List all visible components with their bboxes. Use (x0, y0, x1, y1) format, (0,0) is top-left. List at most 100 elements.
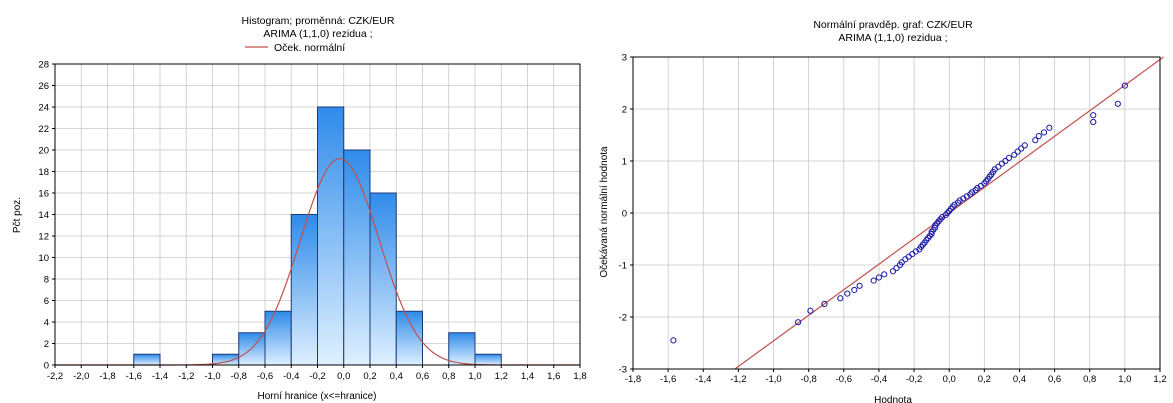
npp-data-point (1090, 112, 1097, 119)
histogram-legend: Oček. normální (245, 42, 345, 54)
histogram-bar (343, 149, 371, 366)
npp-data-point (893, 265, 900, 272)
npp-data-point (905, 253, 912, 260)
npp-x-tick-label: -1,0 (765, 374, 781, 385)
npp-y-tick-label: -2 (619, 313, 627, 324)
npp-data-point (1011, 151, 1018, 158)
histogram-bar (448, 332, 476, 366)
npp-x-tick-label: 0,2 (978, 374, 991, 385)
npp-y-tick-label: 0 (622, 209, 627, 220)
npp-data-point (998, 160, 1006, 167)
npp-y-tick-label: 1 (622, 157, 627, 168)
histogram-x-ticks: -2,2 -2,0 -1,8 -1,6 -1,4 -1,2 -1,0 -0,8 -0,6 -0,4… (47, 365, 587, 382)
npp-data-point (1018, 145, 1025, 152)
histogram-y-tick-label: 24 (38, 103, 49, 114)
histogram-x-tick-label: 0,0 (337, 371, 350, 382)
normal-probability-chart: Normální pravděp. graf: CZK/EUR ARIMA (1… (599, 19, 1167, 403)
npp-x-tick-label: 0,0 (943, 374, 956, 385)
histogram-y-tick-label: 0 (44, 361, 49, 372)
histogram-y-tick-label: 14 (38, 210, 49, 221)
histogram-x-tick-label: -1,0 (204, 371, 220, 382)
histogram-x-tick-label: 0,2 (363, 371, 376, 382)
npp-data-point (1032, 137, 1039, 144)
histogram-y-tick-label: 22 (38, 124, 49, 135)
npp-data-point (1002, 157, 1009, 165)
histogram-bar (395, 310, 423, 366)
histogram-x-axis-label: Horní hranice (x<=hranice) (258, 391, 377, 402)
npp-data-point (889, 268, 897, 275)
npp-y-tick-label: -3 (619, 365, 627, 376)
histogram-y-tick-label: 4 (44, 318, 49, 329)
npp-data-point (1021, 142, 1028, 149)
npp-y-ticks: -3 -2 -1 0 1 2 3 (619, 53, 633, 376)
npp-y-tick-label: -1 (619, 261, 627, 272)
npp-data-point (821, 300, 828, 308)
npp-data-point (1090, 118, 1097, 126)
npp-data-point (1005, 154, 1013, 161)
npp-data-point (1114, 100, 1121, 107)
npp-x-tick-label: -0,8 (800, 374, 816, 385)
histogram-y-axis-label: Pčt poz. (12, 197, 23, 233)
histogram-x-tick-label: 1,2 (495, 371, 508, 382)
histogram-x-tick-label: 0,6 (416, 371, 429, 382)
npp-data-point (851, 286, 858, 294)
npp-x-tick-label: -1,2 (730, 374, 746, 385)
histogram-bar (133, 353, 161, 366)
npp-points (670, 82, 1128, 344)
npp-data-point (898, 259, 905, 266)
npp-x-tick-label: -1,6 (660, 374, 676, 385)
histogram-y-tick-label: 26 (38, 81, 49, 92)
histogram-subtitle: ARIMA (1,1,0) rezidua ; (263, 28, 372, 40)
npp-x-ticks: -1,8 -1,6 -1,4 -1,2 -1,0 -0,8 -0,6 -0,4 -0,2 0,0 0… (625, 369, 1167, 385)
npp-x-tick-label: -1,4 (695, 374, 711, 385)
histogram-x-tick-label: -1,8 (99, 371, 115, 382)
histogram-bars (133, 106, 502, 366)
npp-data-point (1014, 148, 1021, 155)
histogram-bar (264, 310, 292, 366)
npp-data-point (795, 319, 802, 326)
reference-line (734, 56, 1164, 370)
npp-data-point (856, 282, 863, 289)
histogram-bar (290, 214, 318, 366)
histogram-bar (474, 353, 502, 366)
histogram-y-tick-label: 2 (44, 339, 49, 350)
npp-title: Normální pravděp. graf: CZK/EUR (813, 19, 973, 31)
npp-x-tick-label: -0,4 (871, 374, 887, 385)
histogram-title: Histogram; proměnná: CZK/EUR (242, 15, 395, 27)
histogram-x-tick-label: -1,4 (152, 371, 168, 382)
npp-x-tick-label: -1,8 (625, 374, 641, 385)
histogram-chart: Histogram; proměnná: CZK/EUR ARIMA (1,1,… (12, 15, 587, 402)
histogram-y-tick-label: 18 (38, 167, 49, 178)
histogram-x-tick-label: 1,4 (521, 371, 534, 382)
histogram-x-tick-label: -2,0 (73, 371, 89, 382)
histogram-y-tick-label: 16 (38, 189, 49, 200)
npp-data-point (881, 271, 888, 278)
histogram-x-tick-label: -0,4 (283, 371, 299, 382)
npp-y-axis-label: Očekávaná normální hodnota (599, 146, 610, 278)
histogram-x-tick-label: 0,8 (442, 371, 455, 382)
npp-data-point (875, 274, 883, 281)
npp-x-tick-label: -0,6 (836, 374, 852, 385)
histogram-y-tick-label: 10 (38, 253, 49, 264)
npp-y-tick-label: 3 (622, 53, 627, 64)
histogram-y-tick-label: 8 (44, 275, 49, 286)
histogram-bar (317, 106, 345, 366)
npp-grid (632, 56, 1161, 370)
npp-data-point (870, 277, 877, 284)
histogram-x-tick-label: -1,2 (178, 371, 194, 382)
histogram-x-tick-label: -0,8 (231, 371, 247, 382)
histogram-x-tick-label: -1,6 (126, 371, 142, 382)
npp-x-tick-label: 1,0 (1118, 374, 1131, 385)
npp-x-axis-label: Hodnota (874, 395, 912, 403)
npp-x-tick-label: 1,2 (1153, 374, 1166, 385)
npp-x-tick-label: 0,4 (1013, 374, 1026, 385)
npp-data-point (902, 256, 909, 263)
histogram-x-tick-label: -0,2 (309, 371, 325, 382)
histogram-x-tick-label: 1,6 (547, 371, 560, 382)
npp-x-tick-label: 0,6 (1048, 374, 1061, 385)
histogram-y-tick-label: 12 (38, 232, 49, 243)
npp-x-tick-label: 0,8 (1083, 374, 1096, 385)
histogram-y-tick-label: 20 (38, 146, 49, 157)
